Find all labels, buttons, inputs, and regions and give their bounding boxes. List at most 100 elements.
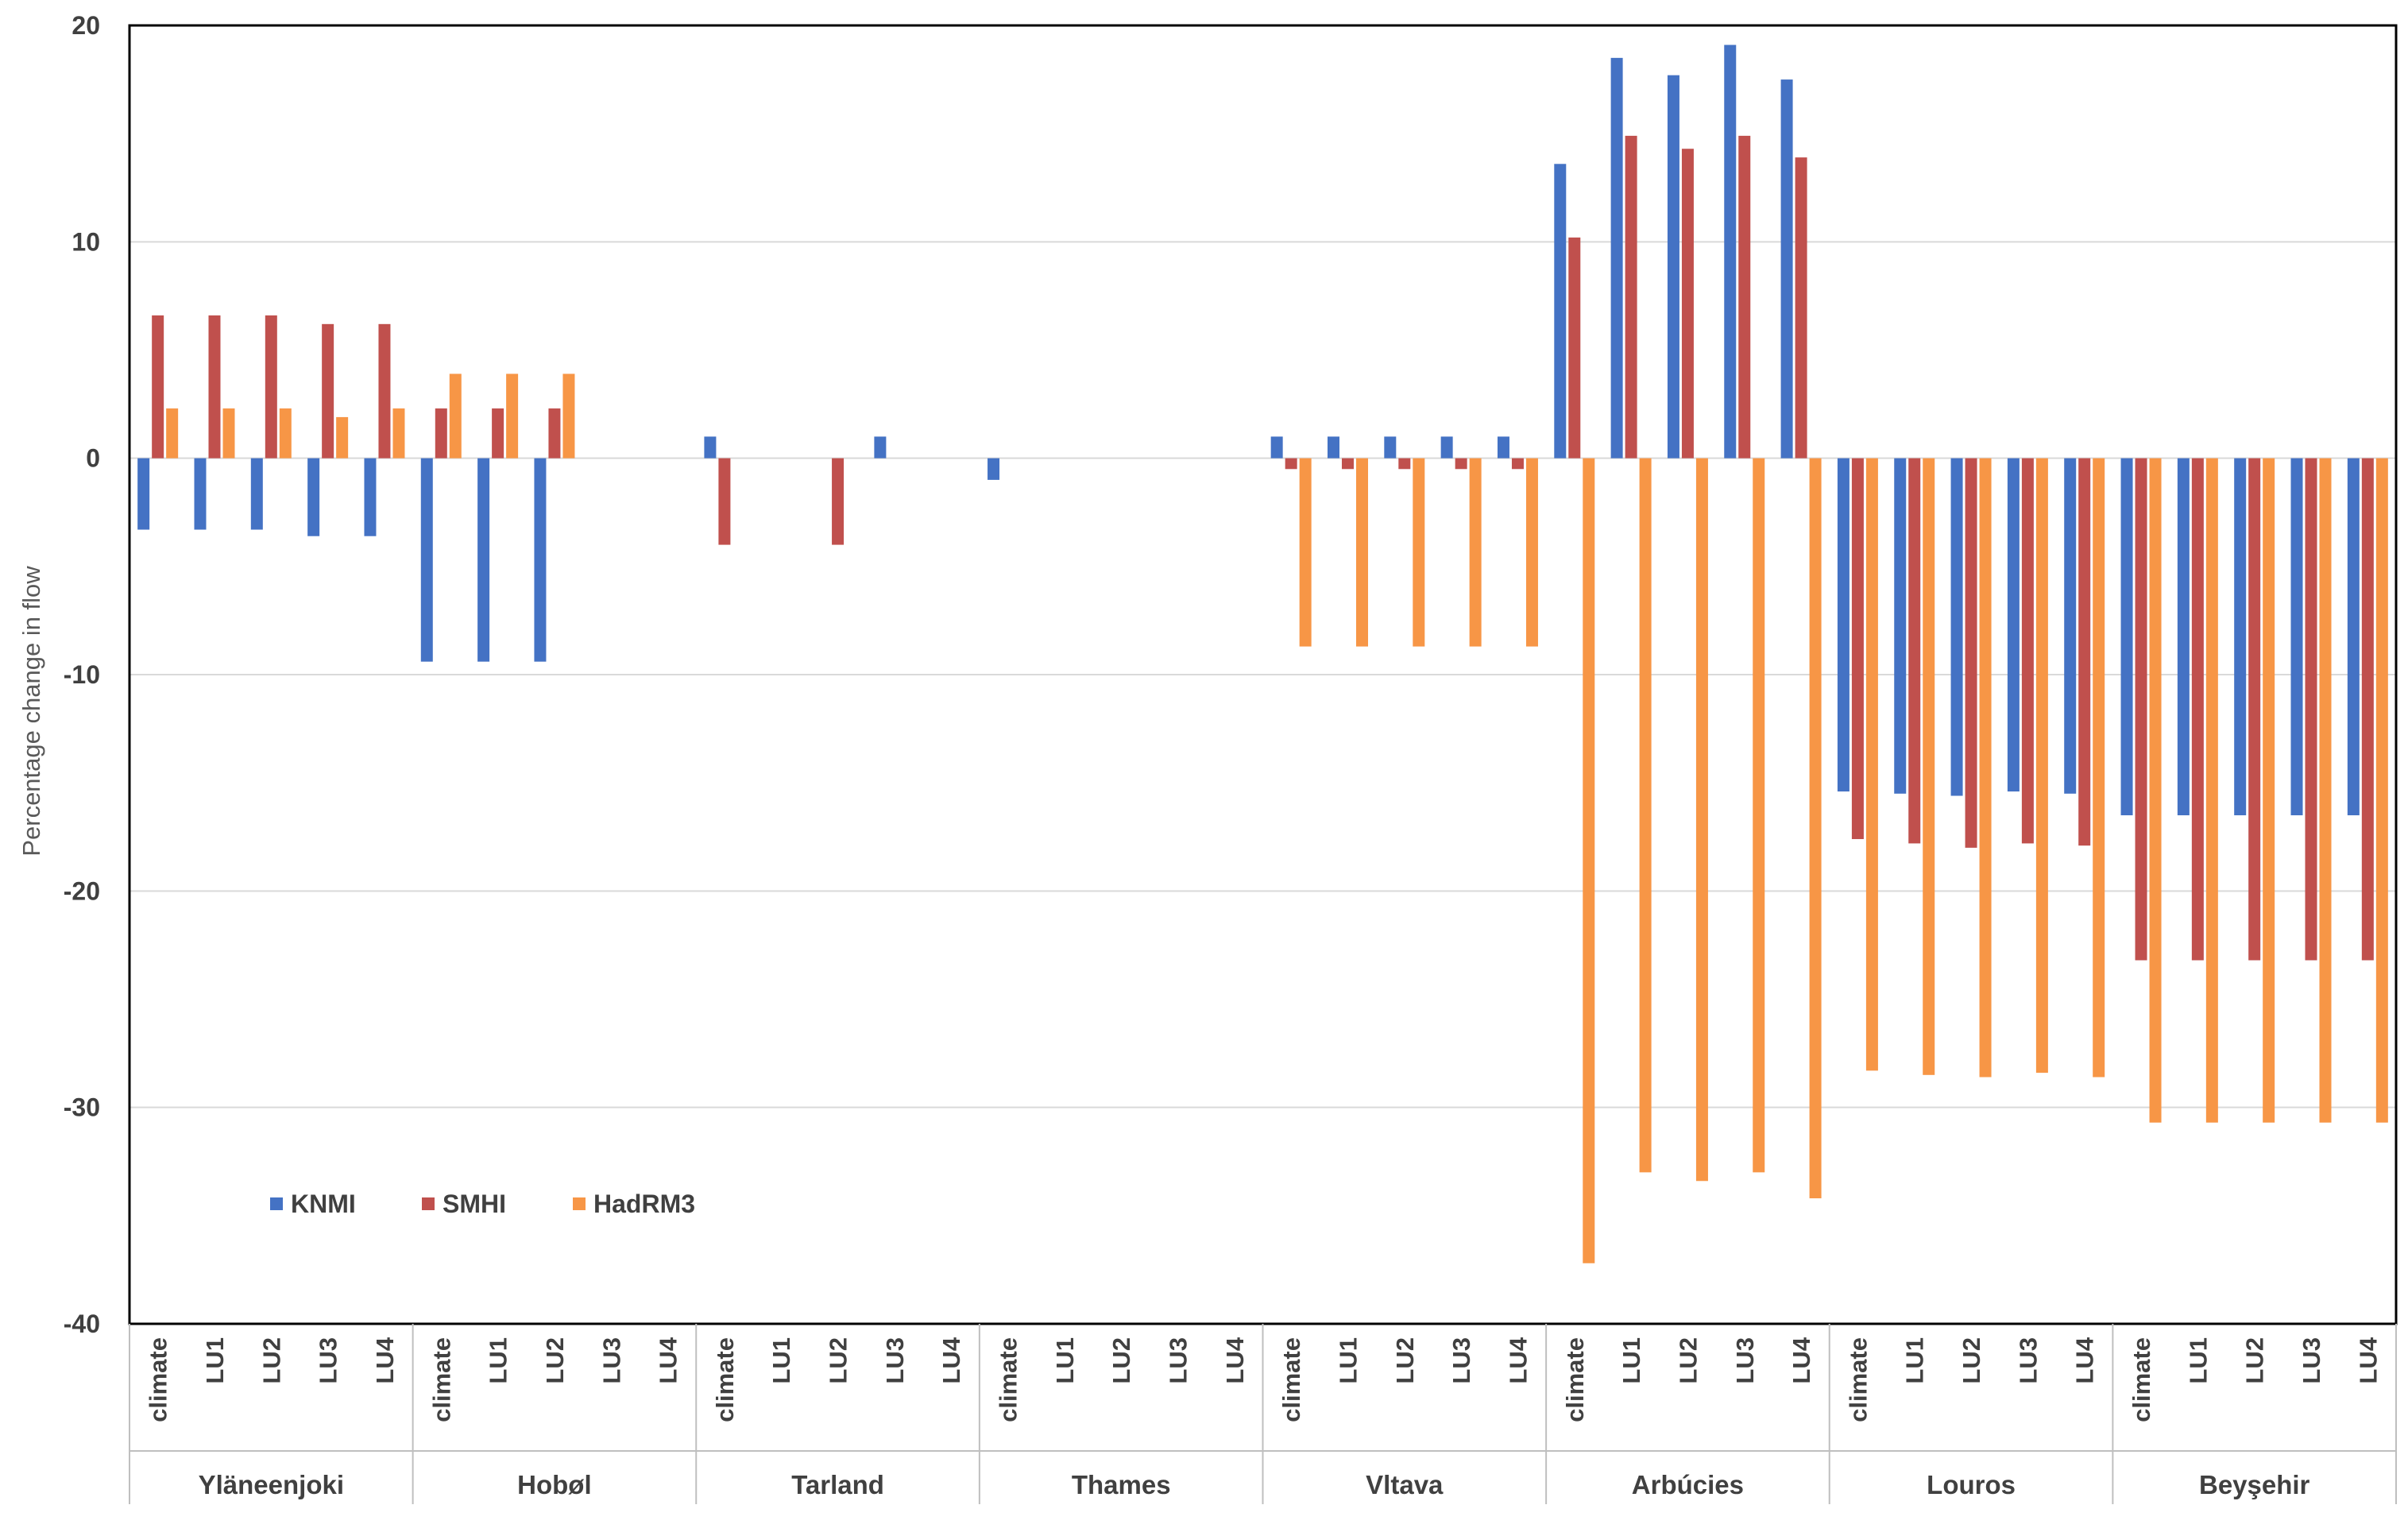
bar-knmi xyxy=(1384,436,1397,458)
x-tick-label: LU1 xyxy=(485,1337,512,1384)
bar-smhi xyxy=(322,323,334,458)
x-group-label: Arbúcies xyxy=(1632,1470,1744,1499)
x-tick-label: LU4 xyxy=(1221,1337,1249,1383)
x-group-label: Yläneenjoki xyxy=(199,1470,344,1499)
bar-hadrm3 xyxy=(1469,458,1482,647)
bar-knmi xyxy=(874,436,887,458)
x-tick-label: LU1 xyxy=(1051,1337,1079,1384)
bar-hadrm3 xyxy=(2093,458,2105,1077)
x-tick-label: LU1 xyxy=(1618,1337,1645,1384)
bar-knmi xyxy=(2234,458,2247,816)
bar-hadrm3 xyxy=(1639,458,1652,1173)
x-tick-label: LU2 xyxy=(1674,1337,1702,1384)
bar-smhi xyxy=(1908,458,1921,844)
bar-smhi xyxy=(832,458,845,545)
bar-smhi xyxy=(492,408,504,458)
x-tick-label: climate xyxy=(145,1337,172,1422)
legend-label-hadrm3: HadRM3 xyxy=(593,1190,695,1218)
bar-knmi xyxy=(420,458,433,662)
bar-hadrm3 xyxy=(392,408,405,458)
bar-smhi xyxy=(1965,458,1977,848)
bar-knmi xyxy=(1837,458,1849,792)
bar-hadrm3 xyxy=(1355,458,1368,647)
bar-hadrm3 xyxy=(2319,458,2332,1123)
bar-knmi xyxy=(1724,44,1737,458)
x-tick-label: LU1 xyxy=(1335,1337,1362,1384)
x-tick-label: LU3 xyxy=(2014,1337,2042,1384)
legend-swatch-smhi xyxy=(422,1197,435,1210)
bar-knmi xyxy=(250,458,263,530)
bar-knmi xyxy=(1440,436,1453,458)
x-tick-label: LU1 xyxy=(2184,1337,2212,1384)
bar-hadrm3 xyxy=(1583,458,1595,1263)
bar-smhi xyxy=(1455,458,1467,470)
bar-hadrm3 xyxy=(562,373,575,458)
bar-hadrm3 xyxy=(2205,458,2218,1123)
x-tick-label: LU2 xyxy=(1107,1337,1135,1384)
gridlines xyxy=(129,241,2396,1108)
bar-knmi xyxy=(307,458,320,536)
y-tick-label: -10 xyxy=(64,660,100,689)
bar-knmi xyxy=(1497,436,1509,458)
bar-smhi xyxy=(2078,458,2091,846)
x-group-label: Louros xyxy=(1927,1470,2016,1499)
bar-hadrm3 xyxy=(166,408,179,458)
y-tick-label: -30 xyxy=(64,1093,100,1122)
x-tick-label: LU2 xyxy=(1958,1337,1985,1384)
x-tick-label: LU4 xyxy=(1505,1337,1533,1383)
bar-knmi xyxy=(1780,79,1793,458)
bar-hadrm3 xyxy=(1525,458,1538,647)
bar-smhi xyxy=(208,315,221,458)
x-tick-label: LU2 xyxy=(2241,1337,2269,1384)
bar-hadrm3 xyxy=(279,408,292,458)
x-group-label: Thames xyxy=(1072,1470,1171,1499)
x-tick-label: LU1 xyxy=(1901,1337,1929,1384)
bar-hadrm3 xyxy=(1753,458,1765,1173)
bar-knmi xyxy=(1667,75,1679,458)
bar-smhi xyxy=(2248,458,2261,961)
x-tick-label: climate xyxy=(711,1337,739,1422)
bars xyxy=(137,44,2388,1263)
bar-knmi xyxy=(1894,458,1907,794)
bar-knmi xyxy=(194,458,207,530)
bar-hadrm3 xyxy=(1413,458,1425,647)
x-axis-category-labels: climate LU1 LU2 LU3 LU4 climate LU1 LU2 LU3 LU4 cl… xyxy=(145,1337,2383,1422)
bar-smhi xyxy=(1511,458,1524,470)
bar-smhi xyxy=(1398,458,1411,470)
y-tick-label: 10 xyxy=(72,227,100,256)
bar-hadrm3 xyxy=(1695,458,1708,1182)
y-tick-label: -40 xyxy=(64,1310,100,1338)
bar-smhi xyxy=(1285,458,1297,470)
x-tick-label: LU4 xyxy=(371,1337,399,1383)
bar-knmi xyxy=(2064,458,2077,794)
bar-smhi xyxy=(2305,458,2317,961)
bar-knmi xyxy=(1270,436,1283,458)
bar-knmi xyxy=(534,458,547,662)
bar-smhi xyxy=(2135,458,2147,961)
x-tick-label: LU3 xyxy=(597,1337,625,1384)
bar-smhi xyxy=(2361,458,2374,961)
x-tick-label: climate xyxy=(1844,1337,1872,1422)
bar-knmi xyxy=(2177,458,2190,816)
bar-smhi xyxy=(1795,157,1807,458)
x-tick-label: LU4 xyxy=(655,1337,682,1383)
bar-knmi xyxy=(988,458,1000,480)
bar-smhi xyxy=(718,458,731,545)
x-axis-separators xyxy=(129,1324,2397,1504)
bar-smhi xyxy=(1738,135,1751,458)
bar-smhi xyxy=(378,323,391,458)
x-tick-label: climate xyxy=(995,1337,1022,1422)
bar-hadrm3 xyxy=(336,416,349,458)
bar-smhi xyxy=(1851,458,1864,839)
legend-label-smhi: SMHI xyxy=(443,1190,506,1218)
bar-smhi xyxy=(1568,237,1581,458)
bar-smhi xyxy=(2021,458,2034,844)
bar-hadrm3 xyxy=(2149,458,2162,1123)
bar-smhi xyxy=(152,315,164,458)
bar-knmi xyxy=(2347,458,2360,816)
x-tick-label: LU2 xyxy=(541,1337,569,1384)
bar-knmi xyxy=(137,458,150,530)
x-group-label: Tarland xyxy=(791,1470,884,1499)
x-tick-label: LU4 xyxy=(937,1337,965,1383)
